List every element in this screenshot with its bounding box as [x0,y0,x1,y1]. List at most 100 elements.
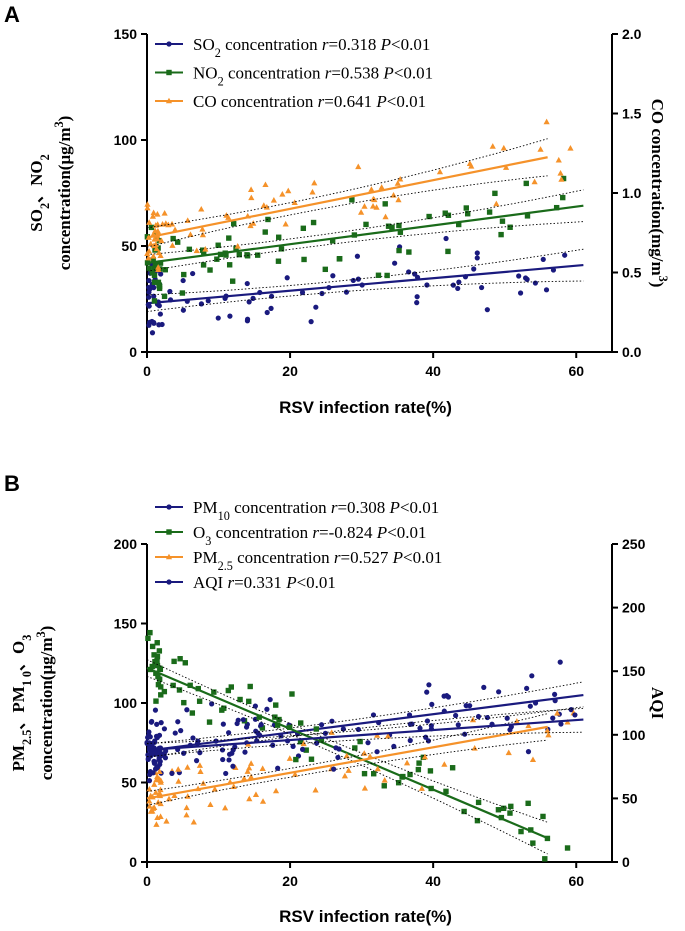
data-point [418,785,425,791]
data-point [463,703,469,709]
data-point [152,262,159,268]
data-point [259,725,266,731]
data-point [262,181,269,188]
data-point [567,145,574,151]
data-point [298,720,304,726]
data-point [190,270,196,277]
data-point [290,743,296,749]
data-point [407,771,413,778]
data-point [182,660,188,666]
y-right-tick-label: 200 [622,600,646,616]
data-point [145,254,152,261]
data-point [481,684,487,690]
data-point [170,682,176,689]
data-point [531,178,538,185]
data-point [155,249,163,256]
data-point [313,304,319,310]
y-left-tick-label: 100 [114,132,138,148]
data-point [300,225,307,231]
data-point [474,255,480,261]
series-pm2-5-concentration [146,709,577,827]
y-axis-title-left: SO2、NO2 [27,154,52,231]
data-point [557,169,564,176]
data-point [352,745,358,751]
data-point [155,266,162,272]
data-point [278,246,285,252]
data-point [197,750,203,756]
confidence-band-upper [146,713,548,792]
data-point [158,692,164,698]
confidence-band-upper [146,706,584,744]
data-point [523,180,529,187]
data-point [330,273,336,279]
data-point [507,810,513,816]
data-point [543,287,550,293]
legend-label: O3 concentration r=-0.824 P<0.01 [193,523,427,548]
data-point [378,184,385,190]
data-point [153,751,159,757]
data-point [230,763,236,769]
data-point [149,330,156,336]
data-point [453,712,459,719]
data-point [456,279,462,285]
confidence-band-lower [146,731,584,758]
data-point [242,749,248,755]
data-point [193,247,200,254]
data-point [194,740,201,747]
panel-letter: A [4,2,20,27]
data-point [244,316,251,322]
data-point [530,840,536,846]
data-point [397,175,404,182]
data-point [355,163,362,170]
data-point [301,256,307,263]
data-point [445,248,451,255]
data-point [396,222,402,229]
data-point [146,277,152,284]
data-point [442,210,448,216]
data-point [268,305,274,311]
data-point [527,703,533,709]
data-point [525,722,532,729]
legend-label: CO concentration r=0.641 P<0.01 [193,92,426,111]
data-point [184,793,191,799]
data-point [537,146,544,152]
fit-line [146,667,549,840]
data-point [471,266,477,272]
data-point [475,799,482,806]
data-point [146,778,153,784]
data-point [241,775,248,781]
x-tick-label: 60 [568,873,584,889]
data-point [193,758,200,764]
data-point [157,260,164,266]
y-left-tick-label: 0 [129,344,137,360]
data-point [423,734,429,740]
data-point [146,803,153,809]
data-point [152,789,159,795]
data-point [284,275,290,281]
data-point [232,744,238,750]
y-left-tick-label: 50 [121,775,137,791]
data-point [572,712,578,718]
data-point [223,770,229,777]
y-axis-title-right: CO concentration(mg/m3) [648,99,670,288]
data-point [213,738,219,744]
data-point [371,771,377,777]
data-point [429,701,435,707]
data-point [225,214,232,220]
data-point [157,786,164,793]
data-point [252,791,260,797]
data-point [276,234,282,240]
confidence-band-upper [146,659,548,823]
data-point [146,786,153,792]
data-point [331,766,337,772]
data-point [299,289,306,296]
legend-label: PM2.5 concentration r=0.527 P<0.01 [193,548,442,573]
data-point [361,770,368,777]
data-point [263,204,270,210]
series-so2-concentration [145,235,584,336]
data-point [374,749,380,755]
data-point [181,271,187,278]
legend-item: NO2 concentration r=0.538 P<0.01 [155,64,433,89]
data-point [265,216,271,223]
